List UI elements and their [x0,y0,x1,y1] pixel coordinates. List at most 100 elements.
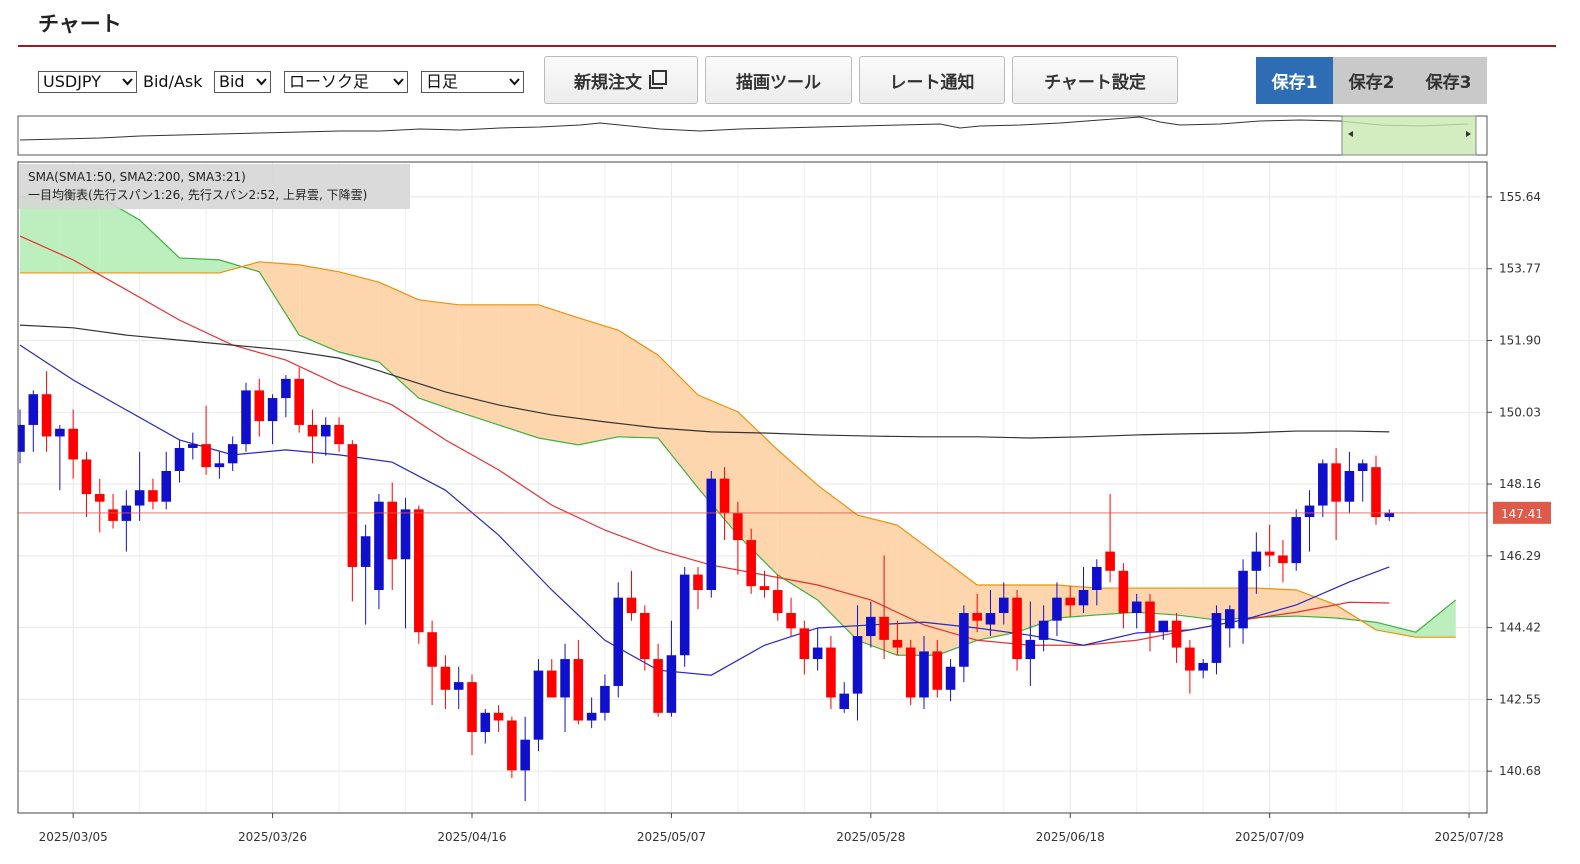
save-tab[interactable]: 保存2 [1333,57,1410,104]
candle-body [360,536,371,567]
x-tick-label: 2025/06/18 [1036,830,1105,844]
candle-body [453,682,464,690]
candle-body [400,509,411,560]
candle-body [18,424,25,452]
cloud-fill [618,330,659,438]
y-tick-label: 140.68 [1499,764,1541,778]
candle-body [919,651,929,698]
candle-body [546,670,557,698]
cloud-fill [1336,604,1362,621]
cloud-fill [339,271,379,362]
ichimoku-span1 [19,196,1457,656]
symbol-select[interactable]: USDJPY [38,71,137,93]
cloud-fill [242,261,260,272]
current-price-label: 147.41 [1501,507,1543,521]
new-order-button[interactable]: 新規注文 [544,56,698,104]
symbol-text: USDJPY [43,72,101,91]
save-tab[interactable]: 保存1 [1256,57,1333,104]
candle-body [241,390,251,445]
candle-body [959,613,969,667]
candle-body [201,444,211,468]
candle-body [945,666,956,690]
candle-body [161,470,172,502]
candle-body [679,574,690,656]
dropdown-arrow [393,78,404,86]
candle-body [134,490,145,506]
candle-body [626,597,637,614]
candle-body [467,682,477,733]
candle-body [1291,517,1302,564]
candle-body [666,655,677,713]
window-icon [649,70,667,89]
candle-body [1105,551,1115,571]
candle-body [1118,570,1129,614]
candle-body [1038,620,1049,640]
x-tick-label: 2025/05/28 [836,830,905,844]
cloud-fill [259,261,300,336]
cloud-fill [299,264,340,353]
navigator-window[interactable] [1341,115,1477,156]
x-tick-label: 2025/04/16 [437,830,506,844]
period-text: 日足 [426,72,459,91]
candle-body [879,616,889,640]
price-type-select[interactable]: Bid [214,71,271,93]
candle-body [1371,467,1381,518]
drawing-tool-button[interactable]: 描画ツール [705,56,852,104]
chart-style-select[interactable]: ローソク足 [284,71,408,93]
candle-body [1198,662,1208,671]
candle-body [1331,463,1341,502]
y-tick-label: 150.03 [1499,405,1541,419]
candle-body [613,597,624,686]
candle-body [347,444,358,567]
candle-body [1131,601,1142,614]
cloud-fill [219,259,243,273]
candle-body [41,394,52,437]
cloud-fill [578,317,619,445]
candle-body [334,424,344,445]
y-tick-label: 155.64 [1499,190,1541,204]
candle-body [985,613,996,625]
cloud-fill [1017,584,1057,633]
navigator-handles [1348,131,1471,137]
candle-body [812,647,823,660]
candle-body [719,478,730,514]
candle-body [1211,613,1222,663]
cloud-fill [59,196,100,273]
page-title: チャート [38,12,122,36]
save-tab[interactable]: 保存3 [1410,57,1487,104]
chart-settings-button[interactable]: チャート設定 [1012,56,1178,104]
ichimoku-span2 [19,261,1456,638]
cloud-fill [538,304,579,445]
sma-line [19,235,1390,646]
cloud-fill [658,355,698,488]
candle-body [640,613,650,660]
candle-body [866,616,876,637]
cloud-fill [1056,584,1097,619]
candle-body [826,647,836,698]
candle-body [1171,620,1182,648]
candle-body [1344,470,1355,502]
sma-line [19,324,1390,439]
y-tick-label: 144.42 [1499,621,1541,635]
legend-text: 一目均衡表(先行スパン1:26, 先行スパン2:52, 上昇雲, 下降雲) [28,188,367,202]
candle-body [653,659,663,713]
candle-body [759,586,770,590]
navigator-frame [17,115,1488,156]
cloud-fill [378,282,419,399]
rate-alert-button[interactable]: レート通知 [859,56,1005,104]
cloud-fill [139,219,180,273]
candle-body [267,398,278,422]
candle-body [520,739,530,771]
period-select[interactable]: 日足 [421,71,524,93]
candle-body [852,636,863,694]
cloud-fill [1136,588,1177,615]
candle-body [1025,639,1036,660]
candle-body [121,505,132,521]
candle-body [1052,597,1062,621]
candle-body [733,513,743,541]
cloud-fill [498,304,539,438]
cloud-fill [1216,588,1257,620]
cloud-fill [1375,622,1416,638]
candle-body [507,720,517,771]
